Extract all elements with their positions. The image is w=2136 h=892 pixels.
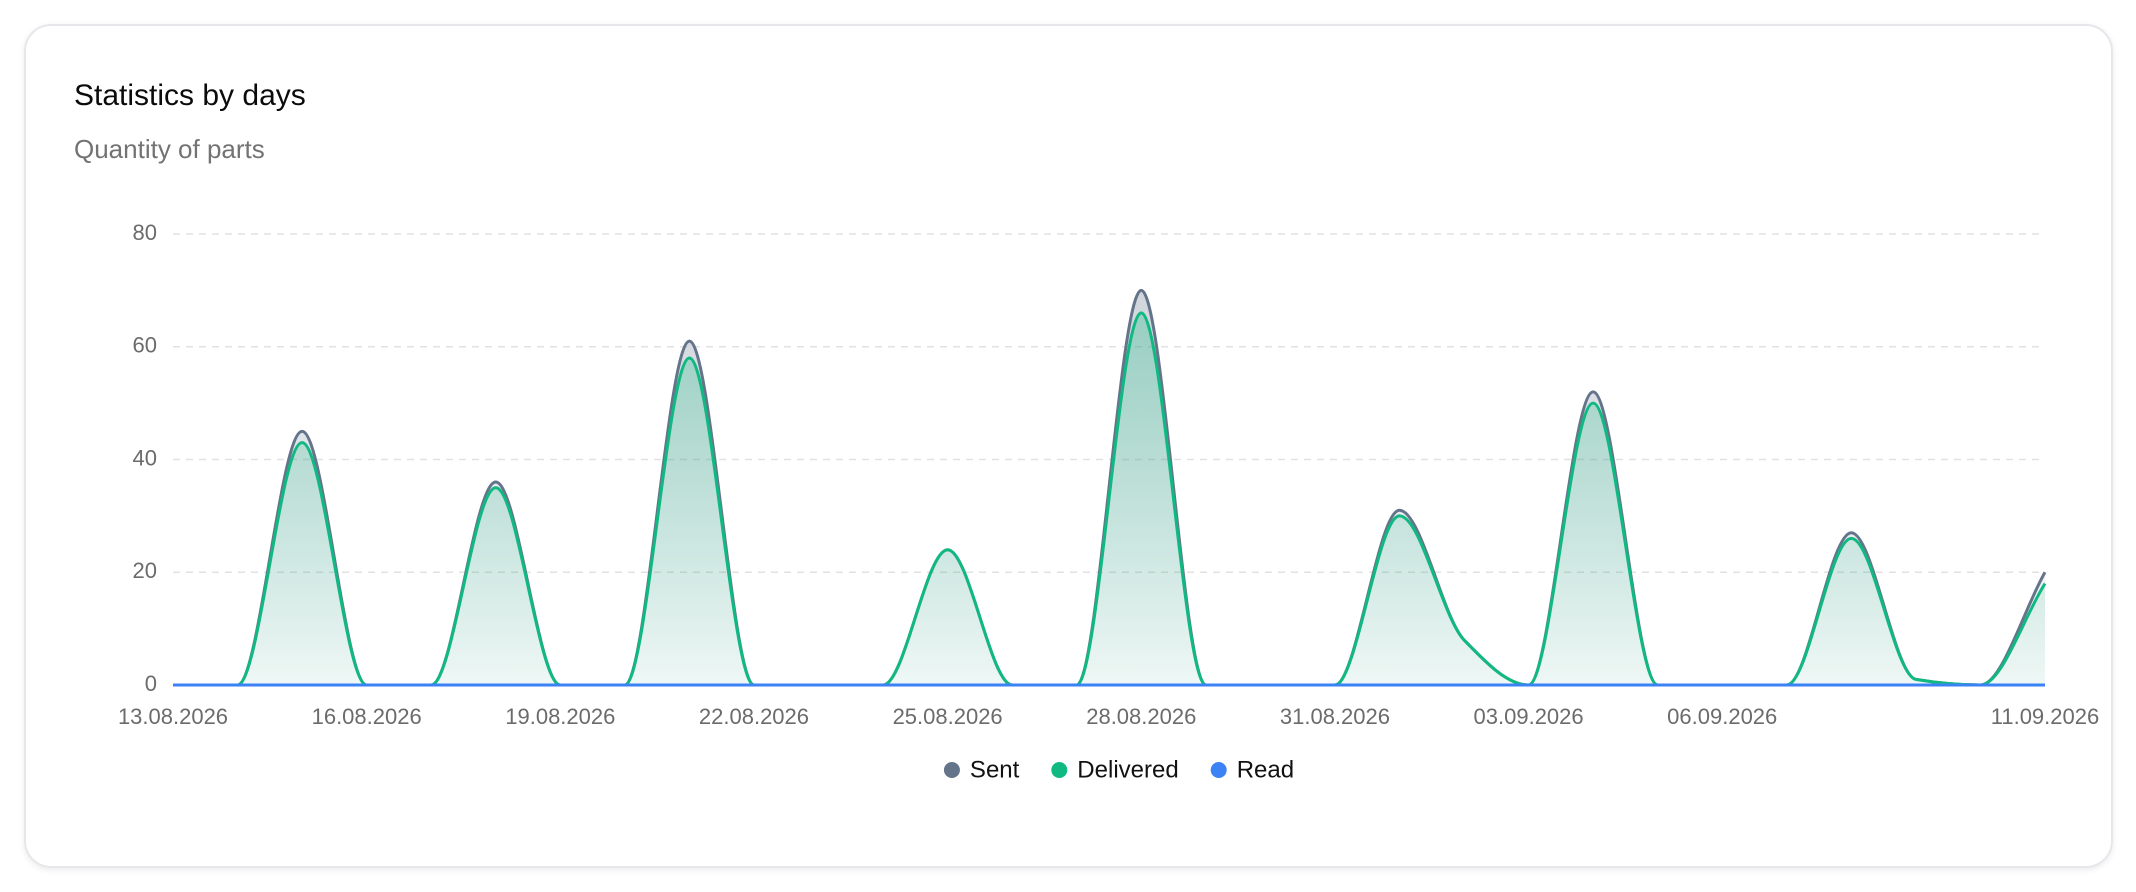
chart-title: Statistics by days xyxy=(74,79,306,112)
legend-marker xyxy=(1051,762,1068,778)
x-tick-label: 25.08.2026 xyxy=(893,704,1003,729)
x-tick-label: 19.08.2026 xyxy=(505,704,615,729)
y-tick-label: 20 xyxy=(133,558,157,583)
legend-label: Delivered xyxy=(1077,756,1178,783)
y-tick-label: 40 xyxy=(133,445,157,470)
x-tick-label: 22.08.2026 xyxy=(699,704,809,729)
x-tick-label: 31.08.2026 xyxy=(1280,704,1390,729)
plot: 0 20 40 60 80 13.08.2026 16.08.2026 19.08.2026 2… xyxy=(118,220,2099,784)
x-tick-label: 16.08.2026 xyxy=(312,704,422,729)
x-tick-label: 11.09.2026 xyxy=(1991,704,2099,729)
x-tick-label: 13.08.2026 xyxy=(118,704,228,729)
y-tick-label: 60 xyxy=(133,333,157,358)
legend: Sent Delivered Read xyxy=(943,756,1294,783)
legend-label: Read xyxy=(1237,756,1294,783)
x-tick-label: 03.09.2026 xyxy=(1474,704,1584,729)
x-tick-label: 06.09.2026 xyxy=(1667,704,1777,729)
y-tick-label: 80 xyxy=(133,220,157,245)
x-tick-label: 28.08.2026 xyxy=(1086,704,1196,729)
chart-subtitle: Quantity of parts xyxy=(74,134,265,164)
legend-marker xyxy=(1210,762,1227,778)
card xyxy=(24,24,2113,868)
legend-marker xyxy=(943,762,960,778)
y-tick-label: 0 xyxy=(145,671,157,696)
legend-label: Sent xyxy=(970,756,1020,783)
